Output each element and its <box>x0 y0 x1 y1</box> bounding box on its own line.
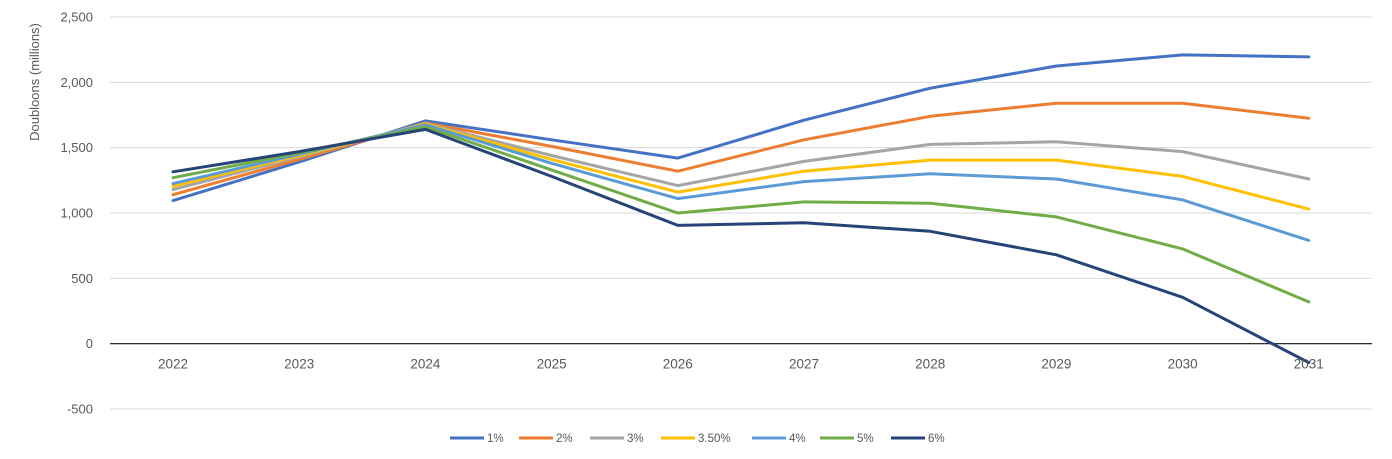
legend-label: 1% <box>487 433 504 445</box>
legend-label: 5% <box>857 433 874 445</box>
x-tick-labels: 2022 2023 2024 2025 2026 2027 2028 2029 2030 2031 <box>158 357 1324 372</box>
y-tick-label: 2,500 <box>60 10 93 25</box>
y-axis-title: Doubloons (millions) <box>27 23 42 141</box>
legend-label: 3.50% <box>698 433 731 445</box>
x-tick-label: 2029 <box>1041 357 1071 372</box>
series-line-350 <box>171 122 1311 211</box>
legend-item: 2% <box>519 433 573 445</box>
x-tick-label: 2030 <box>1168 357 1198 372</box>
legend-label: 2% <box>556 433 573 445</box>
x-tick-label: 2031 <box>1294 357 1324 372</box>
series-line-6 <box>171 127 1311 365</box>
y-tick-label: 0 <box>86 336 93 351</box>
y-tick-label: 2,000 <box>60 75 93 90</box>
legend-label: 3% <box>627 433 644 445</box>
legend-label: 6% <box>928 433 945 445</box>
legend-item: 3.50% <box>661 433 731 445</box>
series-line-1 <box>171 53 1311 203</box>
y-tick-labels: 2,500 2,000 1,500 1,000 500 0 -500 <box>60 10 93 417</box>
y-tick-label: 1,500 <box>60 140 93 155</box>
legend-item: 6% <box>891 433 945 445</box>
legend-label: 4% <box>789 433 806 445</box>
gridlines <box>110 16 1372 410</box>
x-tick-label: 2028 <box>915 357 945 372</box>
legend-item: 5% <box>820 433 874 445</box>
y-tick-label: -500 <box>67 402 93 417</box>
legend-item: 1% <box>450 433 504 445</box>
series-line-5 <box>171 125 1311 304</box>
x-tick-label: 2022 <box>158 357 188 372</box>
legend-item: 4% <box>752 433 806 445</box>
legend: 1% 2% 3% 3.50% 4% 5% 6% <box>450 433 945 445</box>
x-tick-label: 2027 <box>789 357 819 372</box>
x-tick-label: 2025 <box>537 357 567 372</box>
x-tick-label: 2023 <box>284 357 314 372</box>
legend-item: 3% <box>590 433 644 445</box>
y-tick-label: 1,000 <box>60 206 93 221</box>
y-tick-label: 500 <box>71 271 93 286</box>
x-tick-label: 2024 <box>410 357 441 372</box>
series-lines <box>171 53 1311 365</box>
x-tick-label: 2026 <box>663 357 693 372</box>
